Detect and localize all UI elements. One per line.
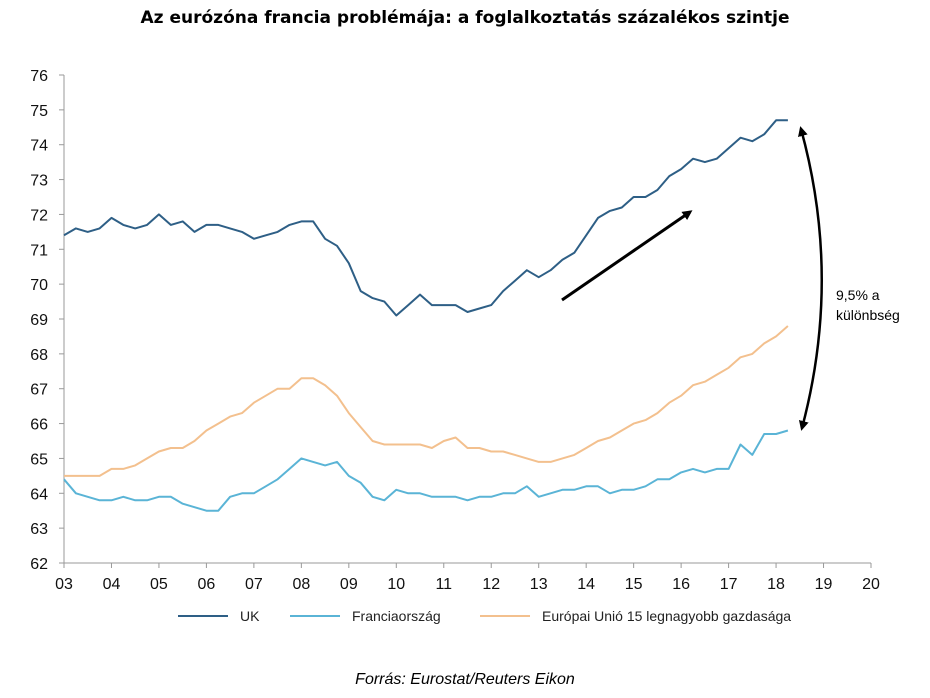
x-tick-label: 12 bbox=[482, 576, 500, 593]
y-tick-label: 72 bbox=[30, 207, 48, 224]
x-tick-label: 07 bbox=[245, 576, 263, 593]
y-tick-label: 76 bbox=[30, 68, 48, 85]
legend-label: UK bbox=[240, 608, 260, 624]
y-tick-label: 74 bbox=[30, 138, 48, 155]
x-tick-label: 17 bbox=[720, 576, 738, 593]
y-tick-label: 66 bbox=[30, 417, 48, 434]
chart-source: Forrás: Eurostat/Reuters Eikon bbox=[355, 671, 575, 688]
chart-title: Az eurózóna francia problémája: a foglal… bbox=[140, 8, 790, 28]
x-tick-label: 11 bbox=[435, 576, 452, 593]
y-tick-label: 71 bbox=[30, 242, 48, 259]
trend-arrow bbox=[561, 210, 693, 302]
y-tick-label: 70 bbox=[30, 277, 48, 294]
y-tick-label: 68 bbox=[30, 347, 48, 364]
x-tick-label: 18 bbox=[767, 576, 785, 593]
y-tick-label: 64 bbox=[30, 486, 48, 503]
x-tick-label: 19 bbox=[815, 576, 833, 593]
legend-label: Franciaország bbox=[352, 608, 441, 624]
series-line-3 bbox=[64, 325, 789, 477]
difference-annotation: 9,5% a különbség bbox=[836, 287, 900, 323]
x-tick-label: 03 bbox=[55, 576, 73, 593]
x-tick-label: 14 bbox=[577, 576, 595, 593]
x-tick-label: 10 bbox=[387, 576, 405, 593]
x-tick-label: 09 bbox=[340, 576, 358, 593]
y-tick-label: 62 bbox=[30, 556, 48, 573]
x-tick-label: 20 bbox=[862, 576, 880, 593]
x-tick-label: 16 bbox=[672, 576, 690, 593]
x-tick-label: 06 bbox=[198, 576, 216, 593]
series-line-2 bbox=[63, 429, 789, 512]
y-tick-label: 63 bbox=[30, 521, 48, 538]
y-tick-label: 75 bbox=[30, 103, 48, 120]
difference-arrow bbox=[798, 126, 823, 431]
x-tick-label: 15 bbox=[625, 576, 643, 593]
x-tick-label: 13 bbox=[530, 576, 548, 593]
x-tick-label: 05 bbox=[150, 576, 168, 593]
annotation-line: 9,5% a bbox=[836, 287, 880, 303]
x-tick-label: 08 bbox=[292, 576, 310, 593]
y-tick-label: 69 bbox=[30, 312, 48, 329]
legend-label: Európai Unió 15 legnagyobb gazdasága bbox=[542, 608, 791, 624]
series-line-1 bbox=[63, 119, 788, 317]
y-tick-label: 73 bbox=[30, 173, 48, 190]
x-tick-label: 04 bbox=[103, 576, 121, 593]
y-tick-label: 65 bbox=[30, 451, 48, 468]
y-tick-label: 67 bbox=[30, 382, 48, 399]
annotation-line: különbség bbox=[836, 307, 900, 323]
